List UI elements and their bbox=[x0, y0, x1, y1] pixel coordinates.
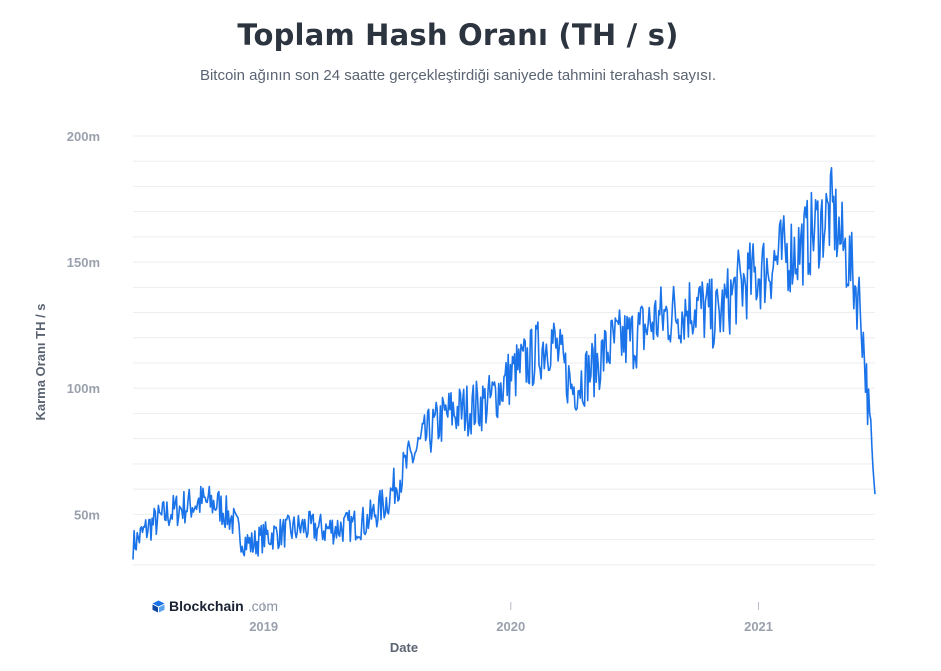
brand-logo: Blockchain .com bbox=[152, 598, 278, 614]
x-tick-label: 2019 bbox=[249, 619, 278, 634]
x-axis-title: Date bbox=[390, 640, 418, 655]
x-tick-label: 2020 bbox=[496, 619, 525, 634]
grid-layer bbox=[133, 135, 875, 566]
y-axis-title: Karma Oranı TH / s bbox=[33, 303, 48, 420]
chart-subtitle: Bitcoin ağının son 24 saatte gerçekleşti… bbox=[199, 67, 717, 84]
y-tick-label: 100m bbox=[67, 381, 100, 396]
y-tick-label: 50m bbox=[74, 507, 100, 522]
series-line bbox=[132, 167, 876, 560]
brand-name: Blockchain bbox=[169, 598, 244, 614]
x-tick-labels: 2019 2020 2021 bbox=[249, 602, 773, 634]
x-tick-label: 2021 bbox=[744, 619, 773, 634]
blockchain-icon bbox=[152, 600, 165, 612]
y-tick-labels: 50m 100m 150m 200m bbox=[67, 129, 100, 522]
y-tick-label: 150m bbox=[67, 255, 100, 270]
y-tick-label: 200m bbox=[67, 129, 100, 144]
chart-title: Toplam Hash Oranı (TH / s) bbox=[237, 18, 679, 52]
brand-suffix: .com bbox=[247, 598, 279, 614]
